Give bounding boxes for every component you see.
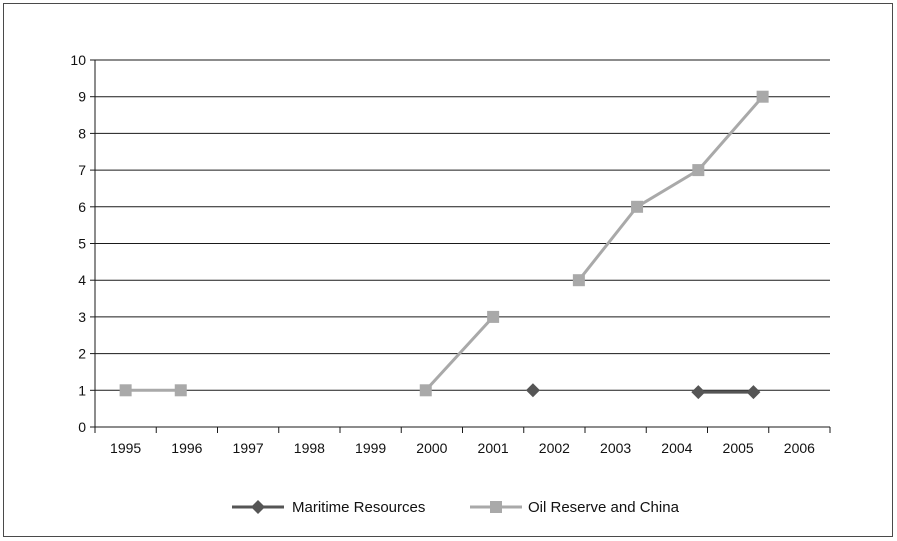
data-point-marker bbox=[174, 384, 187, 397]
chart-frame bbox=[3, 3, 893, 537]
grid-lines bbox=[95, 59, 830, 391]
legend-marker bbox=[251, 500, 265, 514]
legend-item: Oil Reserve and China bbox=[470, 499, 680, 516]
data-point-marker bbox=[487, 310, 500, 323]
legend-marker bbox=[490, 501, 502, 513]
data-point-marker bbox=[525, 383, 540, 398]
x-tick-label: 1996 bbox=[171, 440, 202, 456]
series-line-segment bbox=[424, 315, 495, 392]
y-tick-label: 6 bbox=[78, 199, 86, 215]
series-oil-reserve-and-china bbox=[119, 90, 769, 397]
y-tick-label: 0 bbox=[78, 419, 86, 435]
legend: Maritime Resources Oil Reserve and China bbox=[232, 499, 680, 516]
data-point-marker bbox=[746, 385, 761, 400]
x-tick-label: 2004 bbox=[661, 440, 692, 456]
legend-item: Maritime Resources bbox=[232, 499, 425, 516]
data-point-marker bbox=[631, 200, 644, 213]
y-tick-label: 10 bbox=[70, 52, 86, 68]
data-point-marker bbox=[572, 274, 585, 287]
x-tick-labels: 1995 1996 1997 1998 1999 2000 2001 2002 2003 2004… bbox=[110, 440, 815, 456]
x-tick-label: 2001 bbox=[478, 440, 509, 456]
x-tick-label: 1997 bbox=[233, 440, 264, 456]
y-tick-label: 4 bbox=[78, 272, 86, 288]
y-tick-label: 5 bbox=[78, 236, 86, 252]
x-tick-label: 1998 bbox=[294, 440, 325, 456]
legend-label: Maritime Resources bbox=[292, 499, 425, 516]
axes bbox=[90, 59, 831, 433]
x-tick-label: 1999 bbox=[355, 440, 386, 456]
y-tick-label: 2 bbox=[78, 346, 86, 362]
x-tick-label: 1995 bbox=[110, 440, 141, 456]
x-tick-label: 2006 bbox=[784, 440, 815, 456]
data-point-marker bbox=[756, 90, 769, 103]
series-line-segment bbox=[636, 168, 700, 209]
y-tick-label: 9 bbox=[78, 89, 86, 105]
x-tick-label: 2003 bbox=[600, 440, 631, 456]
data-point-marker bbox=[691, 385, 706, 400]
y-tick-labels: 0 1 2 3 4 5 6 7 8 9 10 bbox=[70, 52, 86, 435]
y-tick-label: 3 bbox=[78, 309, 86, 325]
x-tick-label: 2002 bbox=[539, 440, 570, 456]
series-maritime-resources bbox=[525, 383, 761, 400]
x-tick-label: 2005 bbox=[723, 440, 754, 456]
y-tick-label: 1 bbox=[78, 382, 86, 398]
legend-label: Oil Reserve and China bbox=[528, 499, 680, 516]
data-point-marker bbox=[692, 164, 705, 177]
series-line-segment bbox=[697, 95, 764, 172]
data-point-marker bbox=[419, 384, 432, 397]
x-tick-label: 2000 bbox=[416, 440, 447, 456]
y-tick-label: 7 bbox=[78, 162, 86, 178]
y-tick-label: 8 bbox=[78, 125, 86, 141]
series-layer bbox=[119, 90, 769, 400]
data-point-marker bbox=[119, 384, 132, 397]
series-line-segment bbox=[577, 205, 639, 282]
